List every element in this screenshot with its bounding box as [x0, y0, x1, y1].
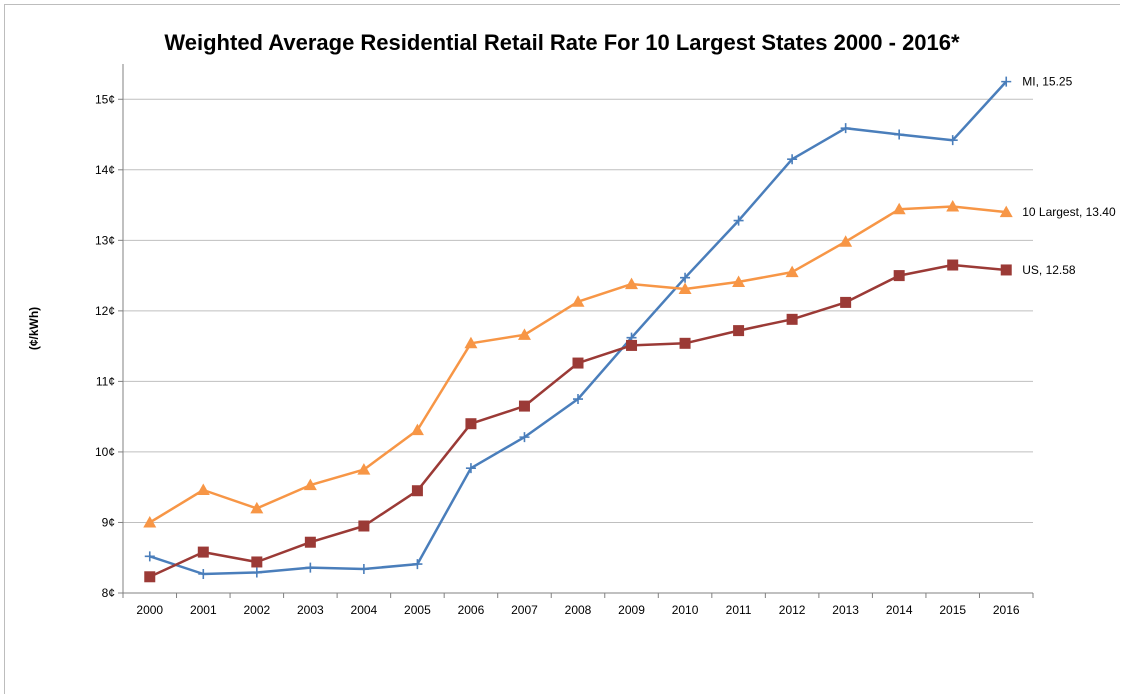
- data-point: [733, 215, 744, 226]
- data-point: [196, 483, 210, 496]
- data-point: [305, 562, 316, 573]
- data-point: [250, 501, 264, 514]
- data-point: [518, 400, 530, 412]
- data-point: [251, 567, 262, 578]
- x-tick-label: 2002: [243, 603, 270, 617]
- x-tick-label: 2011: [726, 603, 752, 617]
- data-point: [572, 357, 584, 369]
- series-markers: [143, 76, 1013, 583]
- x-tick-label: 2016: [993, 603, 1020, 617]
- x-tick-label: 2001: [190, 603, 217, 617]
- x-tick-label: 2006: [458, 603, 485, 617]
- data-point: [519, 432, 530, 443]
- y-tick-label: 9¢: [102, 515, 115, 529]
- data-point: [144, 571, 156, 583]
- x-tick-label: 2000: [136, 603, 163, 617]
- series-end-label: MI, 15.25: [1022, 75, 1072, 89]
- data-point: [894, 129, 905, 140]
- data-point: [625, 277, 639, 290]
- x-tick-label: 2012: [779, 603, 806, 617]
- y-tick-label: 15¢: [95, 92, 115, 106]
- series-end-label: 10 Largest, 13.40: [1022, 205, 1116, 219]
- data-point: [304, 536, 316, 548]
- y-tick-label: 12¢: [95, 304, 115, 318]
- data-point: [892, 202, 906, 215]
- data-point: [733, 325, 745, 337]
- data-point: [412, 559, 423, 570]
- data-point: [787, 154, 798, 165]
- data-point: [358, 564, 369, 575]
- gridlines: [123, 98, 1033, 523]
- data-point: [680, 272, 691, 283]
- data-point: [143, 515, 157, 528]
- data-point: [251, 556, 263, 568]
- data-point: [839, 235, 853, 247]
- chart-frame: [4, 4, 1120, 694]
- data-point: [358, 520, 370, 532]
- data-point: [785, 265, 799, 278]
- x-tick-label: 2014: [886, 603, 913, 617]
- x-tick-label: 2005: [404, 603, 431, 617]
- x-tick-label: 2010: [672, 603, 699, 617]
- data-point: [571, 295, 585, 307]
- data-point: [465, 418, 477, 430]
- data-point: [678, 282, 692, 295]
- chart-title: Weighted Average Residential Retail Rate…: [164, 30, 960, 55]
- x-tick-label: 2009: [618, 603, 645, 617]
- data-point: [840, 123, 851, 134]
- y-tick-label: 11¢: [96, 374, 115, 388]
- data-point: [946, 199, 960, 212]
- data-point: [947, 259, 959, 271]
- data-point: [679, 337, 691, 349]
- x-tick-label: 2008: [565, 603, 592, 617]
- series-line: [149, 263, 1007, 578]
- data-point: [626, 339, 638, 351]
- data-point: [464, 336, 478, 349]
- data-point: [893, 270, 905, 282]
- data-point: [465, 463, 476, 474]
- data-point: [144, 551, 155, 562]
- axes: [118, 64, 1034, 598]
- data-point: [411, 485, 423, 497]
- x-tick-label: 2007: [511, 603, 538, 617]
- data-point: [786, 313, 798, 325]
- data-point: [947, 135, 958, 146]
- data-point: [198, 568, 209, 579]
- y-tick-label: 13¢: [95, 233, 115, 247]
- data-point: [732, 275, 746, 287]
- data-point: [999, 205, 1013, 218]
- data-point: [410, 423, 424, 436]
- tick-labels: 8¢ 9¢ 10¢ 11¢ 12¢ 13¢ 14¢ 15¢ 2000 2001 2002 2003 20…: [95, 92, 1020, 617]
- x-tick-label: 2013: [832, 603, 859, 617]
- data-point: [1001, 76, 1012, 87]
- series-end-label: US, 12.58: [1022, 263, 1076, 277]
- data-point: [357, 463, 371, 475]
- data-point: [573, 394, 583, 405]
- data-point: [303, 478, 317, 491]
- y-tick-label: 14¢: [95, 163, 115, 177]
- y-axis-label: (¢/kWh): [27, 307, 41, 350]
- data-point: [840, 296, 852, 308]
- x-tick-label: 2004: [351, 603, 378, 617]
- data-point: [1000, 264, 1012, 276]
- x-tick-label: 2015: [939, 603, 966, 617]
- data-labels: MI, 15.25 10 Largest, 13.40 US, 12.58: [1022, 75, 1116, 277]
- data-point: [197, 546, 209, 558]
- series-lines: [149, 80, 1008, 578]
- x-tick-label: 2003: [297, 603, 324, 617]
- data-point: [517, 328, 531, 340]
- y-tick-label: 8¢: [102, 586, 115, 600]
- y-tick-label: 10¢: [95, 445, 115, 459]
